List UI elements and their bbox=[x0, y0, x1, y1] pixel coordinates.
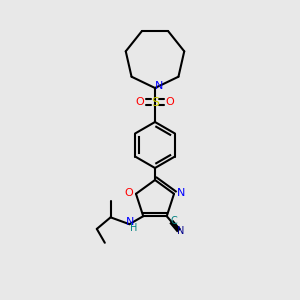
Text: H: H bbox=[130, 223, 137, 233]
Text: N: N bbox=[126, 217, 135, 227]
Text: N: N bbox=[177, 188, 185, 198]
Text: O: O bbox=[166, 97, 174, 107]
Text: O: O bbox=[136, 97, 144, 107]
Text: N: N bbox=[177, 226, 184, 236]
Text: C: C bbox=[171, 216, 177, 226]
Text: O: O bbox=[124, 188, 134, 198]
Text: N: N bbox=[155, 81, 163, 91]
Text: S: S bbox=[151, 95, 159, 109]
